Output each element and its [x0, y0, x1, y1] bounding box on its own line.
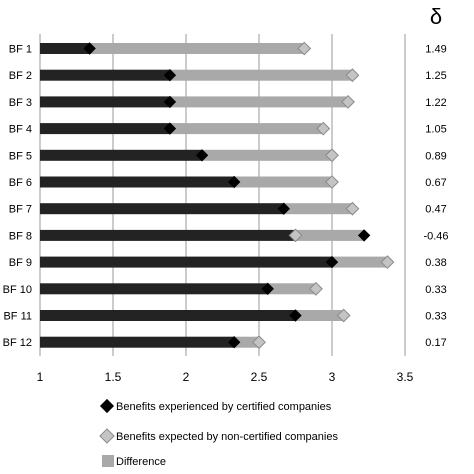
marker-noncertified	[316, 121, 331, 136]
legend-item-difference: Difference	[102, 455, 166, 468]
delta-value: 1.05	[425, 124, 446, 136]
marker-noncertified	[336, 308, 351, 323]
legend-swatch-difference	[102, 455, 114, 467]
bar-difference	[169, 69, 353, 81]
bar-difference	[332, 256, 388, 268]
category-label: BF 8	[9, 230, 32, 242]
legend-label-difference: Difference	[116, 456, 166, 468]
marker-certified	[289, 309, 302, 322]
delta-value: 1.49	[425, 44, 446, 56]
marker-certified	[195, 149, 209, 162]
delta-header: δ	[430, 4, 442, 29]
marker-noncertified	[345, 201, 360, 216]
delta-value: 0.33	[425, 311, 446, 323]
marker-certified	[227, 336, 241, 349]
bars	[40, 43, 388, 348]
marker-certified	[163, 95, 177, 109]
legend-marker-certified	[99, 398, 115, 414]
marker-noncertified	[288, 228, 303, 243]
bar-certified	[40, 176, 235, 188]
category-label: BF 12	[3, 337, 32, 349]
marker-certified	[83, 42, 96, 55]
bar-certified	[40, 229, 296, 241]
marker-certified	[261, 282, 274, 295]
legend-item-certified: Benefits experienced by certified compan…	[99, 398, 332, 414]
bar-difference	[202, 149, 332, 161]
marker-noncertified	[345, 68, 360, 83]
x-axis-ticks: 1 1.5 2 2.5 3 3.5	[37, 370, 414, 384]
bar-difference	[89, 43, 305, 54]
legend-item-noncertified: Benefits expected by non-certified compa…	[99, 428, 338, 444]
legend-label-noncertified: Benefits expected by non-certified compa…	[116, 431, 338, 443]
gridlines	[39, 34, 406, 356]
delta-value: 0.17	[425, 337, 446, 349]
markers	[83, 41, 395, 350]
delta-value: -0.46	[423, 230, 448, 242]
bar-certified	[40, 123, 170, 135]
delta-value: 0.67	[425, 177, 446, 189]
marker-noncertified	[341, 94, 355, 109]
x-tick-label: 2	[183, 370, 190, 384]
marker-noncertified	[309, 281, 323, 296]
delta-value: 0.89	[425, 150, 446, 162]
bar-certified	[40, 256, 332, 268]
legend-label-certified: Benefits experienced by certified compan…	[116, 401, 332, 413]
x-tick-label: 1.5	[105, 370, 122, 384]
bar-certified	[40, 203, 284, 215]
bar-difference	[295, 229, 365, 241]
marker-certified	[277, 202, 291, 215]
bar-certified	[40, 336, 235, 348]
delta-value: 1.25	[425, 70, 446, 82]
category-label: BF 7	[9, 204, 32, 216]
category-label: BF 6	[9, 177, 32, 189]
category-label: BF 10	[3, 284, 32, 296]
marker-noncertified	[297, 41, 312, 56]
category-label: BF 2	[9, 70, 32, 82]
x-tick-label: 3.5	[397, 370, 414, 384]
delta-value: 0.38	[425, 257, 446, 269]
bar-difference	[234, 176, 332, 188]
category-label: BF 3	[9, 97, 32, 109]
marker-noncertified	[380, 255, 395, 270]
marker-noncertified	[252, 335, 266, 350]
category-labels: BF 1 BF 2 BF 3 BF 4 BF 5 BF 6 BF 7 BF 8 BF 9 BF 1…	[3, 44, 32, 350]
category-label: BF 9	[9, 257, 32, 269]
marker-noncertified	[325, 175, 339, 189]
marker-certified	[163, 69, 177, 82]
x-tick-label: 1	[37, 370, 44, 384]
marker-noncertified	[325, 148, 339, 163]
bar-difference	[283, 203, 353, 215]
marker-certified	[325, 255, 339, 269]
category-label: BF 4	[9, 124, 32, 136]
bar-difference	[267, 283, 316, 295]
legend: Benefits experienced by certified compan…	[99, 398, 338, 468]
marker-certified	[163, 122, 177, 135]
legend-marker-noncertified	[99, 428, 115, 444]
delta-value: 1.22	[425, 97, 446, 109]
x-tick-label: 3	[329, 370, 336, 384]
bar-difference	[169, 96, 349, 108]
bar-difference	[234, 336, 259, 348]
bar-certified	[40, 149, 203, 161]
delta-column: δ 1.49 1.25 1.22 1.05 0.89 0.67 0.47 -0.46 0.38 0…	[423, 4, 448, 349]
delta-value: 0.47	[425, 204, 446, 216]
bar-difference	[169, 123, 324, 135]
bar-certified	[40, 43, 90, 54]
bar-certified	[40, 96, 170, 108]
marker-certified	[357, 229, 371, 242]
x-tick-label: 2.5	[251, 370, 268, 384]
bar-certified	[40, 283, 268, 295]
marker-certified	[227, 175, 241, 189]
category-label: BF 1	[9, 44, 32, 56]
delta-value: 0.33	[425, 284, 446, 296]
bar-certified	[40, 310, 296, 321]
bar-certified	[40, 69, 170, 81]
category-label: BF 5	[9, 150, 32, 162]
category-label: BF 11	[3, 311, 32, 323]
bar-difference	[295, 310, 344, 321]
